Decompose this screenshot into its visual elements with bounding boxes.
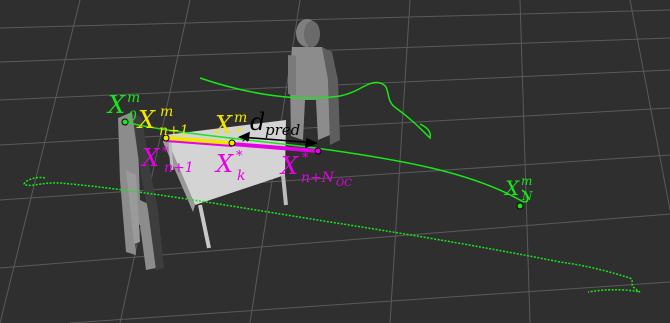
label-xN: X m N: [503, 174, 533, 203]
svg-text:d: d: [250, 108, 265, 136]
trajectory-upper-loop: [199, 77, 432, 140]
svg-text:pred: pred: [265, 121, 300, 139]
svg-text:X: X: [136, 106, 156, 134]
point-x0: [121, 118, 129, 126]
svg-text:N: N: [521, 189, 533, 203]
svg-text:k: k: [237, 168, 245, 184]
label-xnoc: X * n+N OC: [279, 151, 352, 189]
svg-text:X: X: [503, 176, 520, 200]
svg-text:m: m: [127, 90, 140, 106]
svg-text:*: *: [236, 149, 243, 164]
svg-text:m: m: [234, 110, 247, 126]
svg-text:X: X: [140, 144, 160, 172]
svg-text:*: *: [162, 145, 169, 160]
svg-text:X: X: [214, 150, 234, 178]
svg-text:OC: OC: [336, 178, 352, 189]
trajectory-main: [124, 121, 529, 203]
reference-segment: [165, 136, 233, 145]
human-figure-front: [118, 112, 164, 270]
label-xn1-magenta: X * n+1: [140, 144, 194, 176]
svg-text:n+1: n+1: [159, 123, 189, 139]
svg-text:X: X: [106, 91, 126, 119]
point-xk: [228, 139, 236, 147]
predicted-segment: [231, 142, 319, 153]
svg-text:*: *: [236, 125, 242, 139]
trajectory-lower: [23, 176, 641, 293]
human-figure-back: [288, 19, 340, 145]
svg-text:n+N: n+N: [301, 170, 335, 186]
point-xstar-marker: ×: [241, 134, 249, 145]
point-xn1: [162, 134, 170, 142]
svg-text:m: m: [521, 174, 532, 188]
svg-text:n+1: n+1: [164, 160, 194, 176]
svg-text:X: X: [279, 152, 299, 180]
svg-text:m: m: [160, 104, 173, 120]
svg-text:*: *: [302, 151, 309, 166]
label-x0: X m 0: [106, 90, 140, 125]
svg-text:X: X: [213, 111, 233, 139]
label-xn1-yellow: X m n+1: [136, 104, 189, 139]
label-dpred: d pred: [250, 108, 300, 139]
trajectory-lines: [23, 77, 641, 293]
label-xstar: X m *: [213, 110, 247, 139]
svg-text:0: 0: [128, 109, 137, 125]
label-xk: X * k: [214, 149, 245, 184]
point-xN: [516, 202, 524, 210]
point-xnoc: [314, 147, 322, 155]
dpred-arrow: [237, 131, 319, 149]
